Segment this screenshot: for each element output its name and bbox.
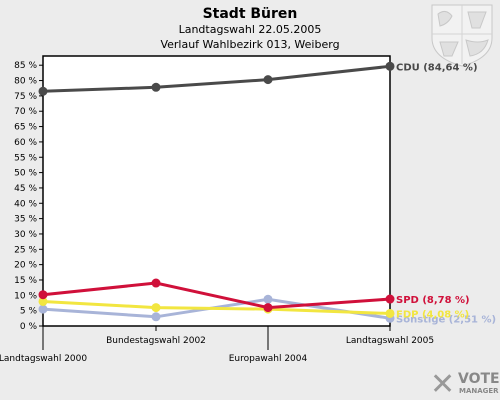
x-tick-label: Europawahl 2004 [229,354,308,364]
data-point-sonstige [263,294,273,304]
data-point-spd [151,278,161,288]
logo-line2: MANAGER [459,387,499,395]
series-line-cdu [42,64,391,93]
x-tick-label: Bundestagswahl 2002 [106,336,206,346]
x-axis: Landtagswahl 2000 Bundestagswahl 2002 Euro… [0,326,434,364]
y-tick-label: 25 % [14,245,37,255]
data-point-fdp [38,296,48,306]
data-point-spd [38,290,48,300]
y-tick-label: 5 % [20,307,38,317]
y-tick-label: 70 % [14,107,37,117]
logo-line1: VOTE [458,371,500,387]
y-tick-label: 20 % [14,261,37,271]
data-point-fdp [385,308,395,318]
plot-area [42,55,391,327]
data-point-cdu [38,86,48,96]
y-tick-label: 10 % [14,291,37,301]
y-tick-label: 50 % [14,169,37,179]
series-line-fdp [42,299,391,315]
chart-subtitle-1: Landtagswahl 22.05.2005 [179,23,322,36]
data-point-sonstige [38,304,48,314]
data-point-spd [263,303,273,313]
crest-icon [431,4,493,67]
data-point-spd [385,294,395,304]
x-tick-label: Landtagswahl 2005 [346,336,434,346]
y-tick-label: 80 % [14,77,37,87]
series-layer [38,61,395,323]
logo-mark: ✕ [430,367,455,400]
series-line-spd [42,281,391,310]
series-label-sonstige: Sonstige (2,51 %) [396,314,496,325]
series-labels: CDU (84,64 %) Sonstige (2,51 %)FDP (4,08 … [396,62,496,325]
y-tick-label: 15 % [14,276,37,286]
data-point-cdu [263,75,273,85]
series-label-cdu: CDU (84,64 %) [396,62,478,73]
y-tick-label: 60 % [14,138,37,148]
data-point-cdu [385,61,395,71]
y-tick-label: 40 % [14,199,37,209]
y-tick-label: 35 % [14,215,37,225]
y-tick-label: 65 % [14,123,37,133]
x-tick-label: Landtagswahl 2000 [0,354,87,364]
y-tick-label: 45 % [14,184,37,194]
series-label-spd: SPD (8,78 %) [396,295,470,306]
y-tick-label: 55 % [14,153,37,163]
y-axis: 0 % 5 % 10 % 15 % 20 % 25 % 30 % 35 % 40 % 45 % 50… [14,61,43,332]
data-point-cdu [151,82,161,92]
y-tick-label: 30 % [14,230,37,240]
chart-subtitle-2: Verlauf Wahlbezirk 013, Weiberg [160,38,339,51]
y-tick-label: 75 % [14,92,37,102]
chart-title: Stadt Büren [203,6,298,22]
vote-manager-logo: ✕ VOTE MANAGER [430,367,500,400]
data-point-fdp [151,303,161,313]
data-point-sonstige [151,312,161,322]
series-label-fdp: FDP (4,08 %) [396,309,469,320]
y-tick-label: 0 % [20,322,38,332]
y-tick-label: 85 % [14,61,37,71]
